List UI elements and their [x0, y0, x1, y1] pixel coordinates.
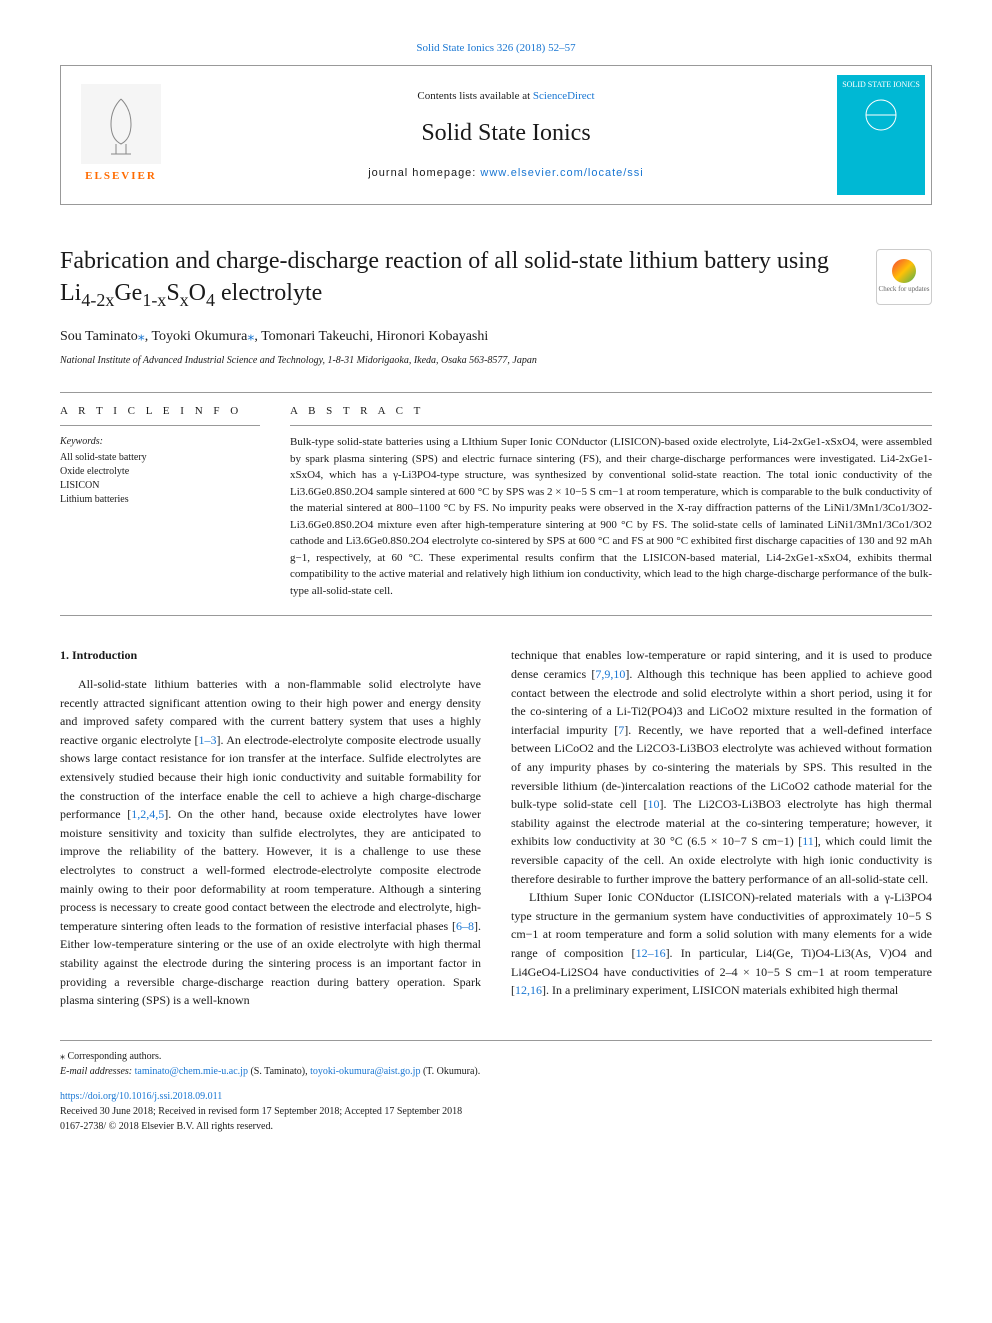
homepage-prefix: journal homepage:	[368, 167, 480, 179]
title-part-2: Ge	[114, 280, 142, 306]
elsevier-text: ELSEVIER	[85, 168, 157, 185]
author-1-corr[interactable]: ⁎	[138, 329, 145, 344]
keywords-label: Keywords:	[60, 434, 260, 449]
email-1-name: (S. Taminato),	[248, 1066, 310, 1077]
article-info-label: A R T I C L E I N F O	[60, 403, 260, 427]
cover-image: SOLID STATE IONICS	[837, 75, 925, 195]
author-2: Toyoki Okumura	[151, 329, 247, 344]
intro-text-3c: ]. In a preliminary experiment, LISICON …	[542, 983, 898, 997]
journal-cover: SOLID STATE IONICS	[831, 66, 931, 204]
intro-para-1: All-solid-state lithium batteries with a…	[60, 675, 481, 1010]
title-sub-4: 4	[206, 290, 215, 310]
corresponding-authors-label: ⁎ Corresponding authors.	[60, 1049, 932, 1064]
authors-line: Sou Taminato⁎, Toyoki Okumura⁎, Tomonari…	[60, 326, 932, 347]
ref-link-3[interactable]: 6–8	[456, 919, 474, 933]
ref-link-4[interactable]: 7,9,10	[595, 667, 625, 681]
journal-reference-top: Solid State Ionics 326 (2018) 52–57	[60, 40, 932, 57]
elsevier-tree-icon	[81, 84, 161, 164]
email-2-name: (T. Okumura).	[420, 1066, 480, 1077]
header-center: Contents lists available at ScienceDirec…	[181, 66, 831, 204]
doi-link[interactable]: https://doi.org/10.1016/j.ssi.2018.09.01…	[60, 1091, 222, 1102]
abstract-column: A B S T R A C T Bulk-type solid-state ba…	[290, 403, 932, 600]
footer-block: ⁎ Corresponding authors. E-mail addresse…	[60, 1040, 932, 1134]
affiliation: National Institute of Advanced Industria…	[60, 353, 932, 368]
author-4: Hironori Kobayashi	[377, 329, 489, 344]
email-1-link[interactable]: taminato@chem.mie-u.ac.jp	[135, 1066, 248, 1077]
column-right: technique that enables low-temperature o…	[511, 646, 932, 1009]
keyword-1: All solid-state battery	[60, 451, 260, 465]
check-updates-icon	[892, 259, 916, 283]
check-updates-badge[interactable]: Check for updates	[876, 249, 932, 305]
copyright-line: 0167-2738/ © 2018 Elsevier B.V. All righ…	[60, 1119, 932, 1134]
received-line: Received 30 June 2018; Received in revis…	[60, 1104, 932, 1119]
abstract-label: A B S T R A C T	[290, 403, 932, 427]
ref-link-8[interactable]: 12–16	[636, 946, 666, 960]
elsevier-logo: ELSEVIER	[61, 66, 181, 204]
intro-para-2: technique that enables low-temperature o…	[511, 646, 932, 888]
author-3: Tomonari Takeuchi	[261, 329, 370, 344]
keyword-4: Lithium batteries	[60, 493, 260, 507]
title-part-5: electrolyte	[215, 280, 322, 306]
body-columns: 1. Introduction All-solid-state lithium …	[60, 646, 932, 1009]
title-part-4: O	[189, 280, 206, 306]
sciencedirect-link[interactable]: ScienceDirect	[533, 90, 595, 102]
title-sub-1: 4-2x	[81, 290, 114, 310]
intro-para-3: LIthium Super Ionic CONductor (LISICON)-…	[511, 888, 932, 1000]
ref-link-2[interactable]: 1,2,4,5	[131, 807, 164, 821]
author-1: Sou Taminato	[60, 329, 138, 344]
check-updates-label: Check for updates	[879, 285, 930, 294]
cover-title-text: SOLID STATE IONICS	[842, 79, 920, 91]
intro-text-1c: ]. On the other hand, because oxide elec…	[60, 807, 481, 933]
homepage-line: journal homepage: www.elsevier.com/locat…	[368, 165, 644, 182]
title-sub-3: x	[180, 290, 189, 310]
email-2-link[interactable]: toyoki-okumura@aist.go.jp	[310, 1066, 420, 1077]
ref-link-7[interactable]: 11	[802, 834, 814, 848]
title-part-3: S	[166, 280, 179, 306]
author-2-corr[interactable]: ⁎	[247, 329, 254, 344]
ref-link-9[interactable]: 12,16	[515, 983, 542, 997]
contents-prefix: Contents lists available at	[417, 90, 532, 102]
title-sub-2: 1-x	[142, 290, 166, 310]
ref-link-6[interactable]: 10	[648, 797, 660, 811]
keyword-3: LISICON	[60, 479, 260, 493]
email-line: E-mail addresses: taminato@chem.mie-u.ac…	[60, 1064, 932, 1079]
ref-link-1[interactable]: 1–3	[199, 733, 217, 747]
keyword-2: Oxide electrolyte	[60, 465, 260, 479]
contents-available-line: Contents lists available at ScienceDirec…	[417, 88, 594, 105]
abstract-text: Bulk-type solid-state batteries using a …	[290, 434, 932, 599]
article-info-column: A R T I C L E I N F O Keywords: All soli…	[60, 403, 260, 600]
intro-heading: 1. Introduction	[60, 646, 481, 665]
journal-header: ELSEVIER Contents lists available at Sci…	[60, 65, 932, 205]
journal-name: Solid State Ionics	[421, 115, 590, 151]
article-title: Fabrication and charge-discharge reactio…	[60, 245, 932, 312]
column-left: 1. Introduction All-solid-state lithium …	[60, 646, 481, 1009]
email-prefix: E-mail addresses:	[60, 1066, 135, 1077]
homepage-link[interactable]: www.elsevier.com/locate/ssi	[480, 167, 643, 179]
info-abstract-row: A R T I C L E I N F O Keywords: All soli…	[60, 392, 932, 617]
